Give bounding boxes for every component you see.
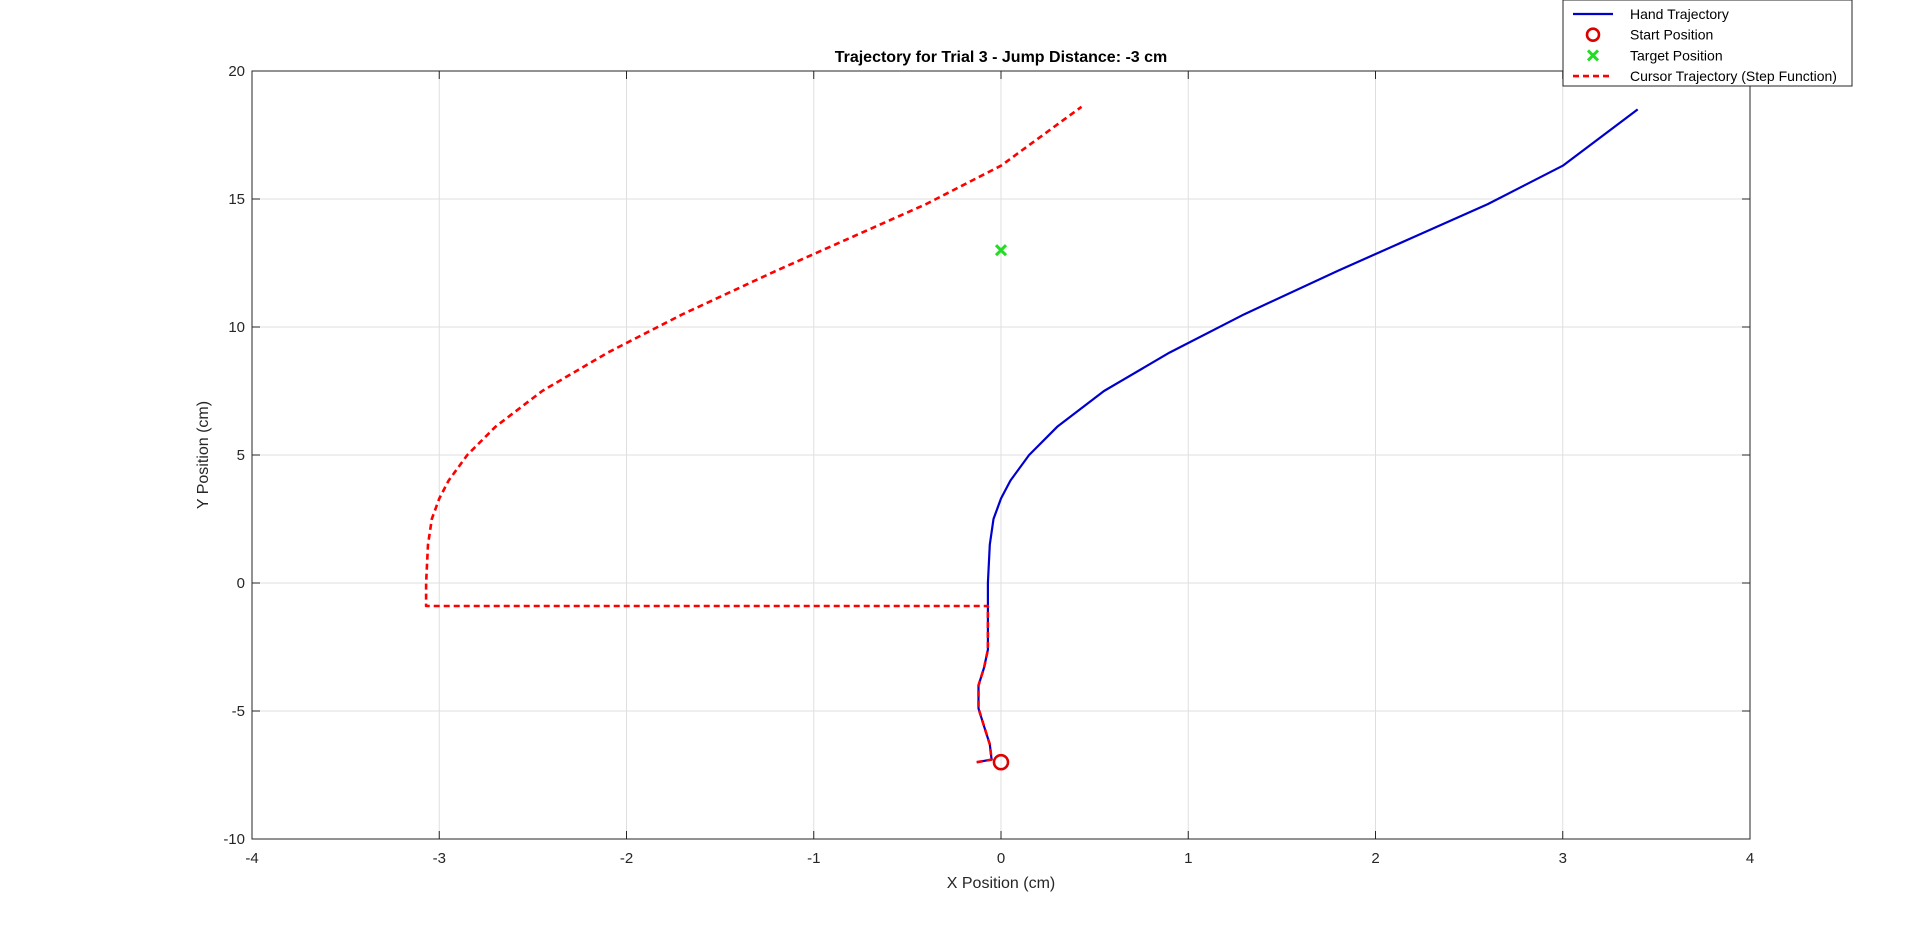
- y-tick-label: -5: [232, 703, 245, 720]
- y-tick-label: 0: [237, 575, 245, 592]
- x-tick-label: -3: [433, 850, 446, 867]
- legend-label-cursor-trajectory-step-function: Cursor Trajectory (Step Function): [1630, 68, 1837, 84]
- y-tick-label: 20: [228, 63, 245, 80]
- legend-label-start-position: Start Position: [1630, 27, 1713, 43]
- y-tick-label: 10: [228, 319, 245, 336]
- legend-swatch-target-position: [1586, 49, 1600, 62]
- x-tick-label: 2: [1371, 850, 1379, 867]
- y-tick-label: 15: [228, 191, 245, 208]
- legend-label-hand-trajectory: Hand Trajectory: [1630, 6, 1729, 22]
- y-tick-label: 5: [237, 447, 245, 464]
- chart-title: Trajectory for Trial 3 - Jump Distance: …: [835, 49, 1168, 66]
- x-tick-label: 0: [997, 850, 1005, 867]
- x-tick-label: 3: [1559, 850, 1567, 867]
- legend-swatch-start-position: [1585, 27, 1601, 43]
- x-tick-label: -2: [620, 850, 633, 867]
- legend-label-target-position: Target Position: [1630, 47, 1723, 63]
- x-tick-label: 4: [1746, 850, 1754, 867]
- x-tick-label: -1: [807, 850, 820, 867]
- x-tick-label: 1: [1184, 850, 1192, 867]
- legend[interactable]: Hand Trajectory Start Position Target Posi…: [1562, 0, 1853, 87]
- cursor-trajectory-step-function-line: [424, 105, 1083, 764]
- target-position-marker: [994, 244, 1008, 257]
- series-layer: [424, 105, 1639, 771]
- x-axis-label: X Position (cm): [947, 875, 1055, 892]
- legend-items: Hand Trajectory Start Position Target Posi…: [1573, 6, 1837, 84]
- y-axis-label: Y Position (cm): [195, 401, 212, 509]
- y-tick-label: -10: [223, 831, 245, 848]
- grid: [252, 71, 1750, 839]
- start-position-marker: [992, 753, 1010, 771]
- x-tick-label: -4: [245, 850, 258, 867]
